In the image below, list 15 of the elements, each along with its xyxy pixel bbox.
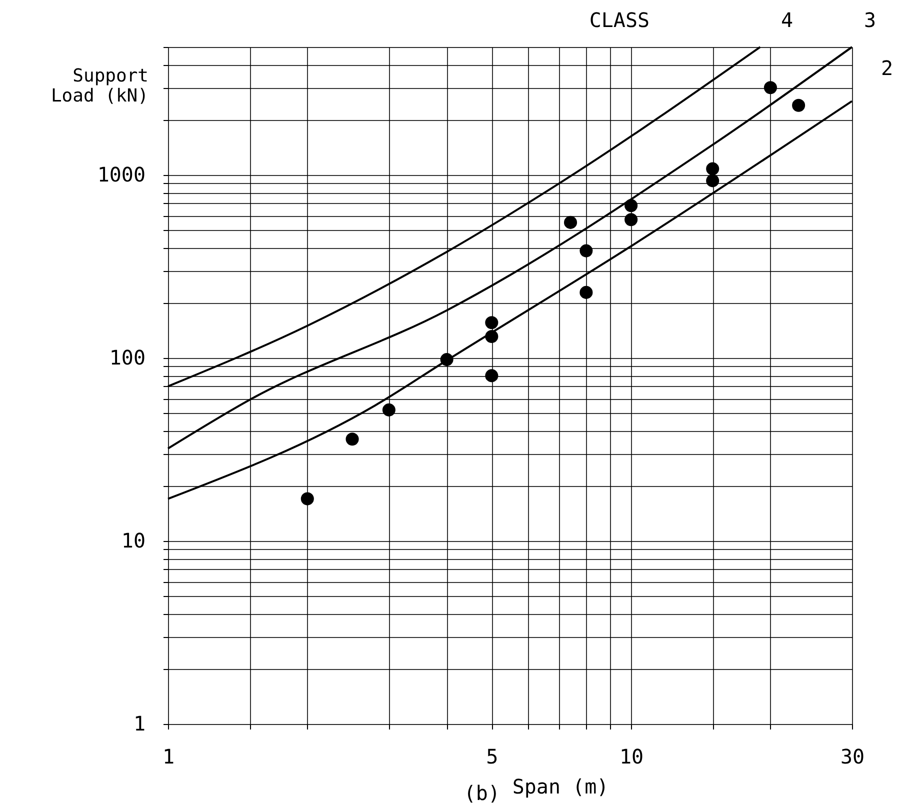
text: 2: [880, 56, 894, 80]
text: 4: [780, 8, 794, 32]
x-tick-label: 10: [620, 744, 644, 768]
y-tick-label: 100: [109, 345, 146, 370]
text: (b): [464, 781, 500, 805]
x-tick-label: 1: [162, 744, 175, 768]
text: CLASS: [589, 8, 650, 32]
y-axis-title: Support Load (kN): [50, 66, 148, 106]
y-tick-label: 10: [121, 528, 146, 552]
x-axis-title: Span (m): [512, 774, 609, 798]
y-tick-label: 1000: [97, 162, 146, 186]
text: 3: [864, 8, 876, 32]
x-tick-label: 5: [486, 744, 498, 768]
x-tick-label: 30: [840, 744, 865, 768]
y-tick-label: 1: [133, 712, 146, 736]
